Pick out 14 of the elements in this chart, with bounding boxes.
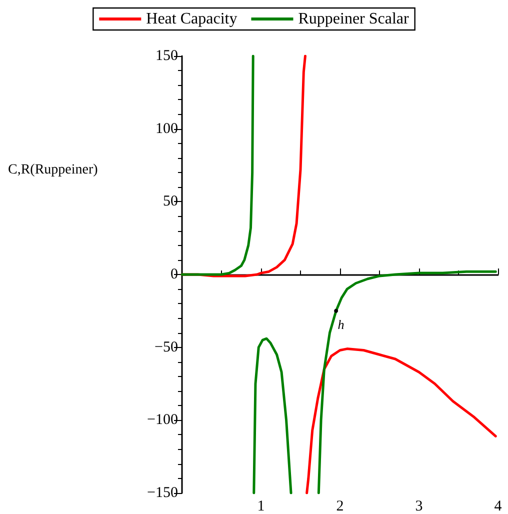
y-tick-label: 150 — [156, 48, 178, 64]
legend-label: Heat Capacity — [146, 10, 238, 28]
legend-label: Ruppeiner Scalar — [298, 10, 410, 28]
annotation: h — [338, 316, 344, 332]
x-tick-label: 4 — [494, 498, 502, 514]
y-tick-label: 50 — [163, 194, 178, 210]
y-axis-title: C,R(Ruppeiner) — [8, 162, 98, 178]
y-tick-label: −100 — [147, 412, 178, 428]
y-tick-label: 100 — [156, 120, 178, 137]
x-tick-label: 1 — [257, 498, 265, 514]
x-tick-label: 2 — [336, 498, 344, 514]
y-tick-label: −50 — [154, 339, 178, 356]
y-tick-label: −150 — [147, 485, 178, 501]
x-tick-label: 3 — [415, 498, 423, 514]
